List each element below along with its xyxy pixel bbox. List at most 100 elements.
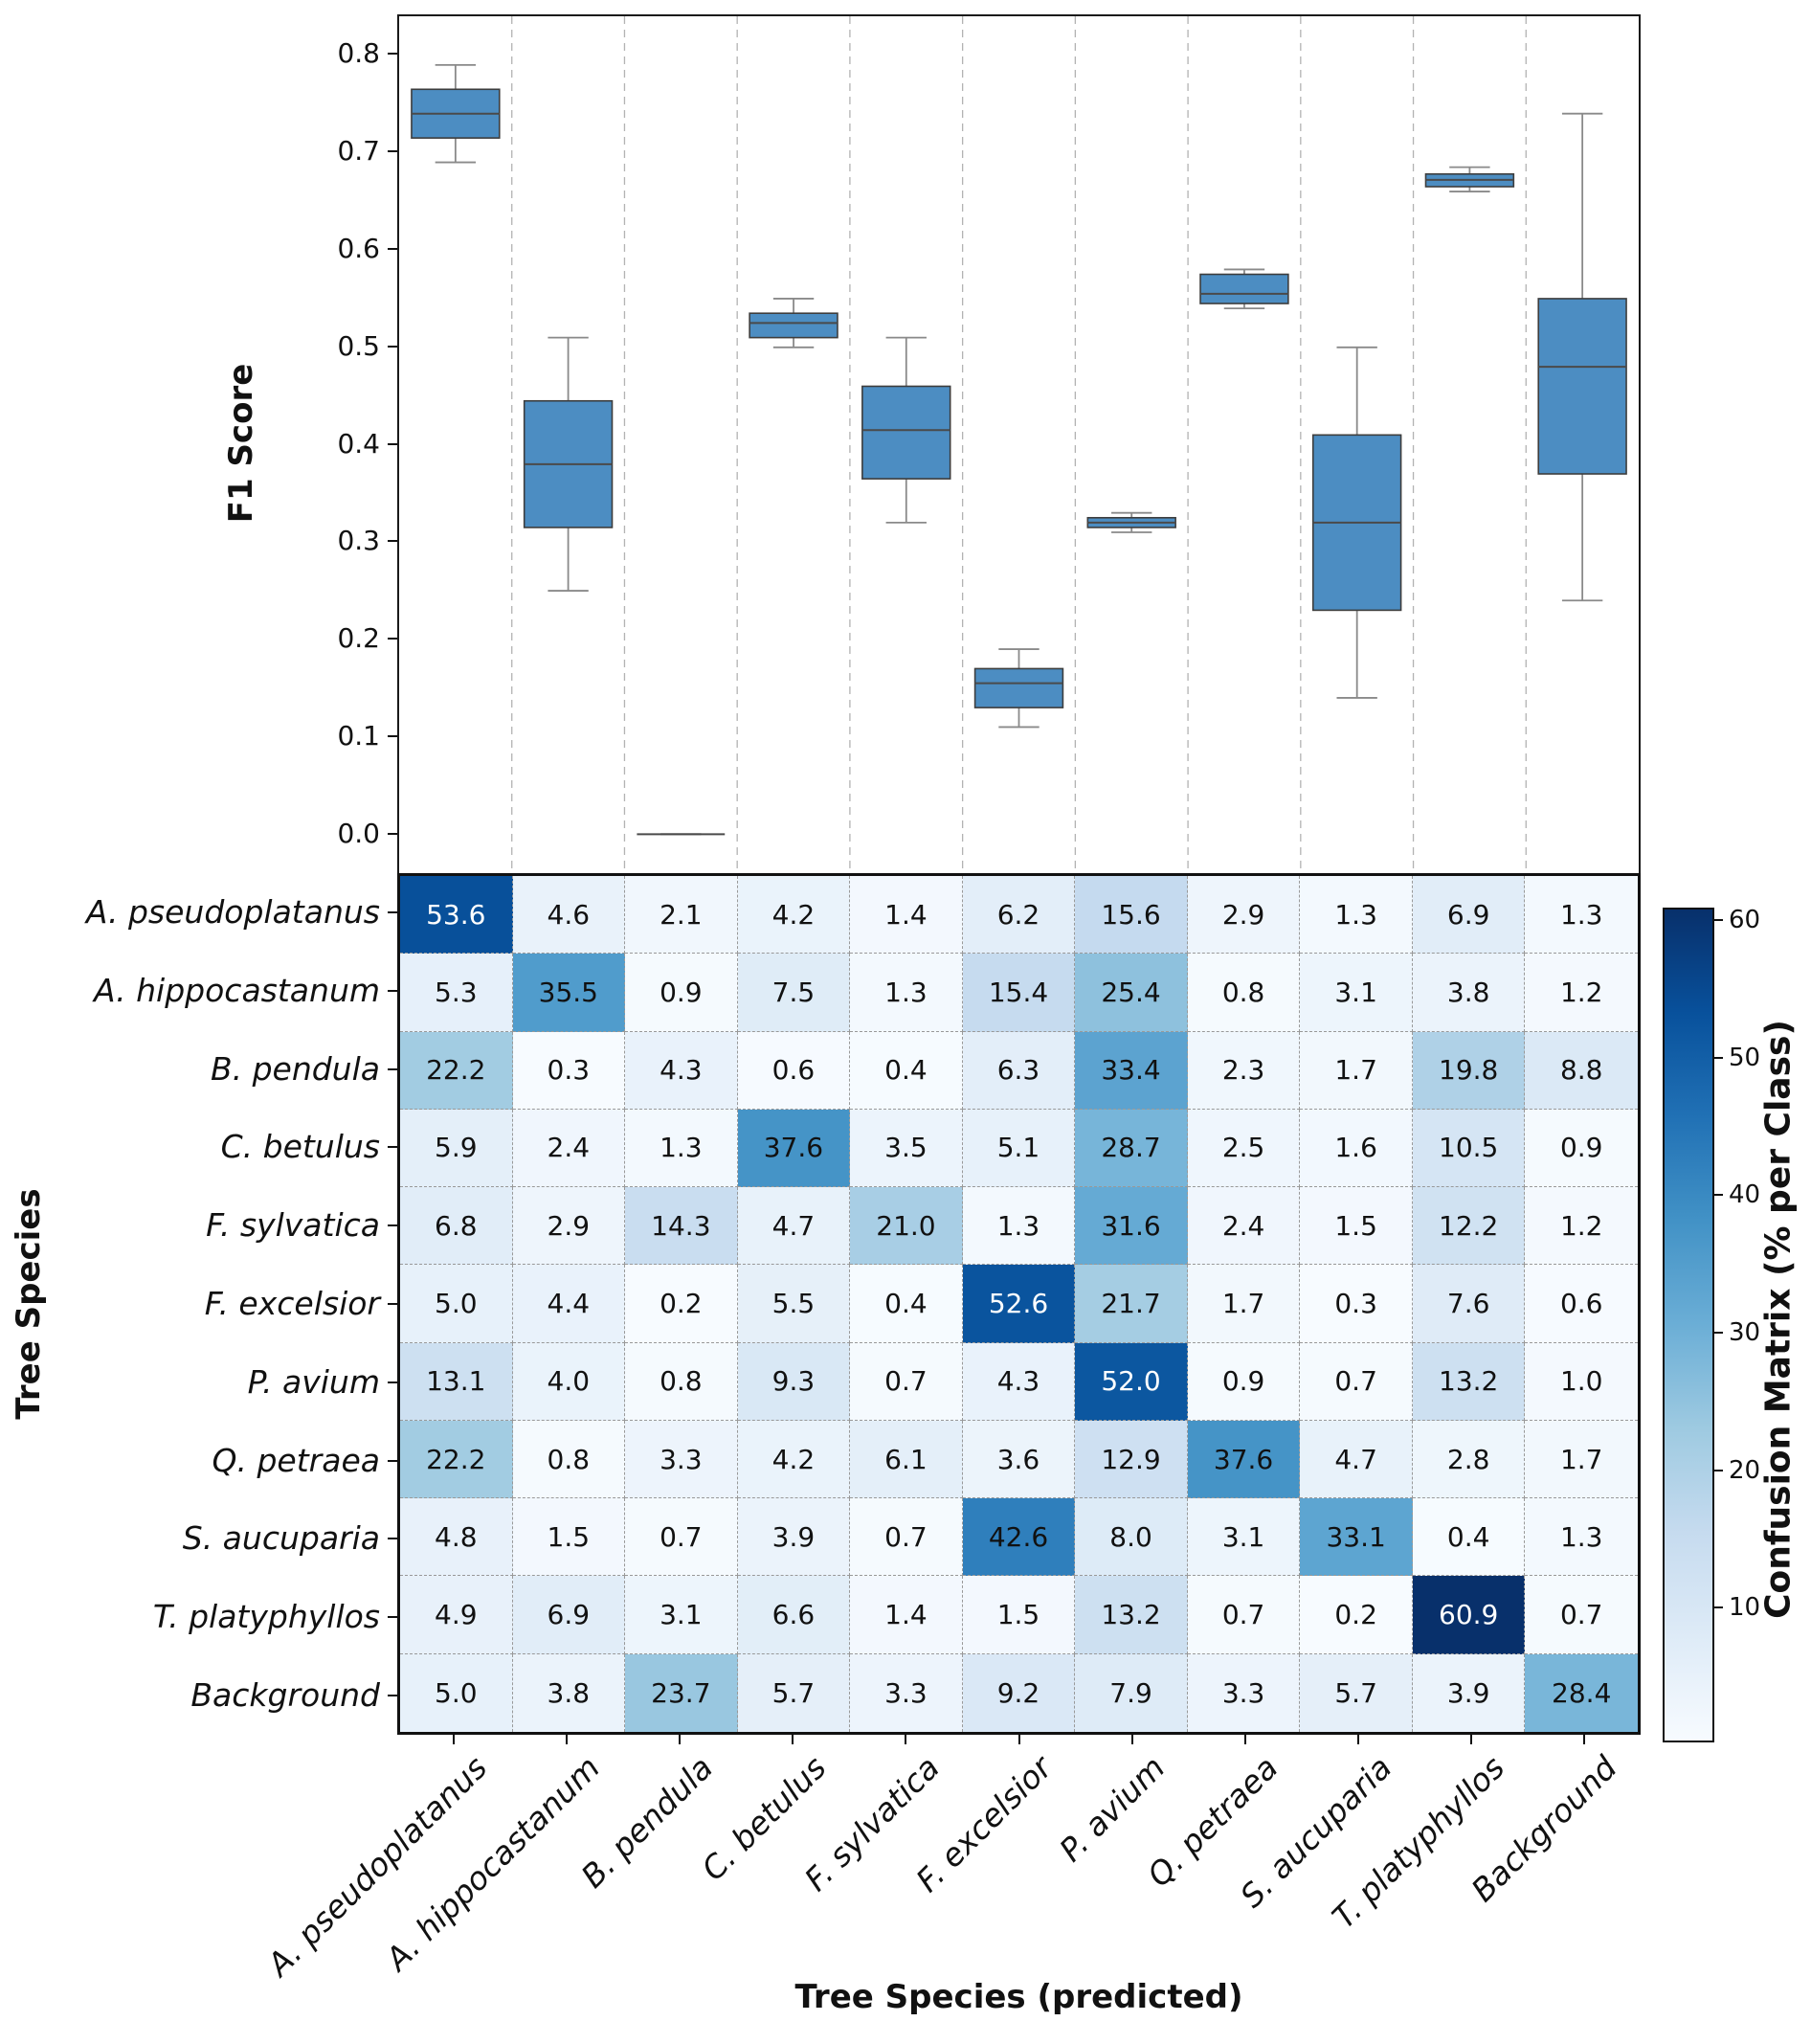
matrix-cell: 0.9 xyxy=(1187,1342,1301,1421)
matrix-cell: 5.3 xyxy=(400,954,513,1032)
matrix-cell: 6.1 xyxy=(850,1420,963,1499)
row-label: F. excelsior xyxy=(204,1285,380,1322)
matrix-cell: 42.6 xyxy=(962,1498,1076,1577)
col-tick-mark xyxy=(905,1735,907,1744)
col-tick-mark xyxy=(1582,1735,1585,1744)
matrix-cell: 1.3 xyxy=(1300,876,1413,955)
box-group xyxy=(1537,112,1627,602)
matrix-cell: 1.0 xyxy=(1525,1342,1638,1421)
box-group xyxy=(1086,511,1176,533)
matrix-cell: 5.7 xyxy=(737,1653,851,1732)
row-tick-mark xyxy=(388,1224,397,1227)
row-label: C. betulus xyxy=(220,1128,380,1166)
matrix-cell: 4.2 xyxy=(737,1420,851,1499)
matrix-cell: 2.8 xyxy=(1412,1420,1526,1499)
colorbar-tick-label: 60 xyxy=(1729,905,1761,934)
matrix-cell: 1.2 xyxy=(1525,1187,1638,1266)
colorbar-tick-mark xyxy=(1714,1606,1723,1609)
colorbar-label: Confusion Matrix (% per Class) xyxy=(1758,1020,1799,1619)
ytick-mark xyxy=(388,833,397,836)
ytick-label: 0.6 xyxy=(337,232,380,264)
matrix-cell: 2.9 xyxy=(1187,876,1301,955)
matrix-cell: 12.2 xyxy=(1412,1187,1526,1266)
matrix-cell: 1.3 xyxy=(1525,876,1638,955)
matrix-cell: 8.8 xyxy=(1525,1031,1638,1110)
ytick-mark xyxy=(388,247,397,250)
col-label: P. avium xyxy=(1052,1748,1173,1869)
matrix-cell: 21.0 xyxy=(850,1187,963,1266)
matrix-cell: 10.5 xyxy=(1412,1109,1526,1188)
col-tick-mark xyxy=(792,1735,794,1744)
col-tick-mark xyxy=(1130,1735,1133,1744)
matrix-cell: 9.2 xyxy=(962,1653,1076,1732)
matrix-cell: 3.3 xyxy=(1187,1653,1301,1732)
ytick-label: 0.2 xyxy=(337,622,380,655)
row-label: Q. petraea xyxy=(212,1441,380,1479)
matrix-cell: 1.7 xyxy=(1300,1031,1413,1110)
matrix-cell: 3.5 xyxy=(850,1109,963,1188)
ytick-label: 0.4 xyxy=(337,427,380,460)
matrix-cell: 52.6 xyxy=(962,1265,1076,1343)
matrix-cell: 5.7 xyxy=(1300,1653,1413,1732)
matrix-cell: 0.7 xyxy=(625,1498,738,1577)
matrix-ylabel: Tree Species xyxy=(10,1188,48,1420)
matrix-cell: 6.9 xyxy=(1412,876,1526,955)
matrix-cell: 13.1 xyxy=(400,1342,513,1421)
matrix-cell: 15.6 xyxy=(1075,876,1188,955)
matrix-cell: 2.3 xyxy=(1187,1031,1301,1110)
col-tick-mark xyxy=(1243,1735,1246,1744)
matrix-cell: 0.6 xyxy=(1525,1265,1638,1343)
matrix-cell: 37.6 xyxy=(1187,1420,1301,1499)
boxplot-canvas xyxy=(411,16,1627,873)
row-tick-mark xyxy=(388,1381,397,1383)
colorbar-tick-label: 50 xyxy=(1729,1043,1761,1072)
matrix-cell: 1.3 xyxy=(850,954,963,1032)
matrix-cell: 0.4 xyxy=(850,1031,963,1110)
matrix-cell: 0.2 xyxy=(1300,1576,1413,1654)
matrix-cell: 5.1 xyxy=(962,1109,1076,1188)
matrix-cell: 25.4 xyxy=(1075,954,1188,1032)
matrix-cell: 3.9 xyxy=(737,1498,851,1577)
ytick-mark xyxy=(388,149,397,152)
ytick-label: 0.5 xyxy=(337,329,380,362)
matrix-cell: 3.8 xyxy=(1412,954,1526,1032)
matrix-cell: 7.6 xyxy=(1412,1265,1526,1343)
col-label: A. hippocastanum xyxy=(378,1748,608,1978)
col-tick-mark xyxy=(1017,1735,1020,1744)
matrix-cell: 15.4 xyxy=(962,954,1076,1032)
matrix-cell: 19.8 xyxy=(1412,1031,1526,1110)
matrix-cell: 60.9 xyxy=(1412,1576,1526,1654)
ytick-mark xyxy=(388,638,397,640)
matrix-cell: 1.6 xyxy=(1300,1109,1413,1188)
matrix-cell: 6.8 xyxy=(400,1187,513,1266)
matrix-cell: 4.2 xyxy=(737,876,851,955)
matrix-cell: 0.7 xyxy=(850,1342,963,1421)
matrix-cell: 1.4 xyxy=(850,876,963,955)
matrix-cell: 0.2 xyxy=(625,1265,738,1343)
col-tick-mark xyxy=(1356,1735,1359,1744)
matrix-cell: 1.7 xyxy=(1525,1420,1638,1499)
matrix-cell: 4.4 xyxy=(512,1265,626,1343)
ytick-mark xyxy=(388,442,397,445)
matrix-cell: 0.7 xyxy=(1300,1342,1413,1421)
matrix-cell: 0.9 xyxy=(625,954,738,1032)
matrix-cell: 0.7 xyxy=(1187,1576,1301,1654)
row-tick-mark xyxy=(388,1538,397,1540)
matrix-cell: 3.6 xyxy=(962,1420,1076,1499)
matrix-cell: 1.3 xyxy=(625,1109,738,1188)
row-tick-mark xyxy=(388,1616,397,1619)
row-label: F. sylvatica xyxy=(206,1206,380,1245)
colorbar-tick-mark xyxy=(1714,1469,1723,1471)
colorbar-tick-label: 30 xyxy=(1729,1317,1761,1347)
matrix-cell: 3.1 xyxy=(1300,954,1413,1032)
matrix-cell: 5.0 xyxy=(400,1653,513,1732)
matrix-cell: 7.5 xyxy=(737,954,851,1032)
matrix-cell: 7.9 xyxy=(1075,1653,1188,1732)
matrix-cell: 0.7 xyxy=(850,1498,963,1577)
box-group xyxy=(411,63,501,164)
matrix-cell: 4.3 xyxy=(625,1031,738,1110)
matrix-cell: 0.7 xyxy=(1525,1576,1638,1654)
matrix-cell: 0.4 xyxy=(1412,1498,1526,1577)
matrix-cell: 4.7 xyxy=(1300,1420,1413,1499)
